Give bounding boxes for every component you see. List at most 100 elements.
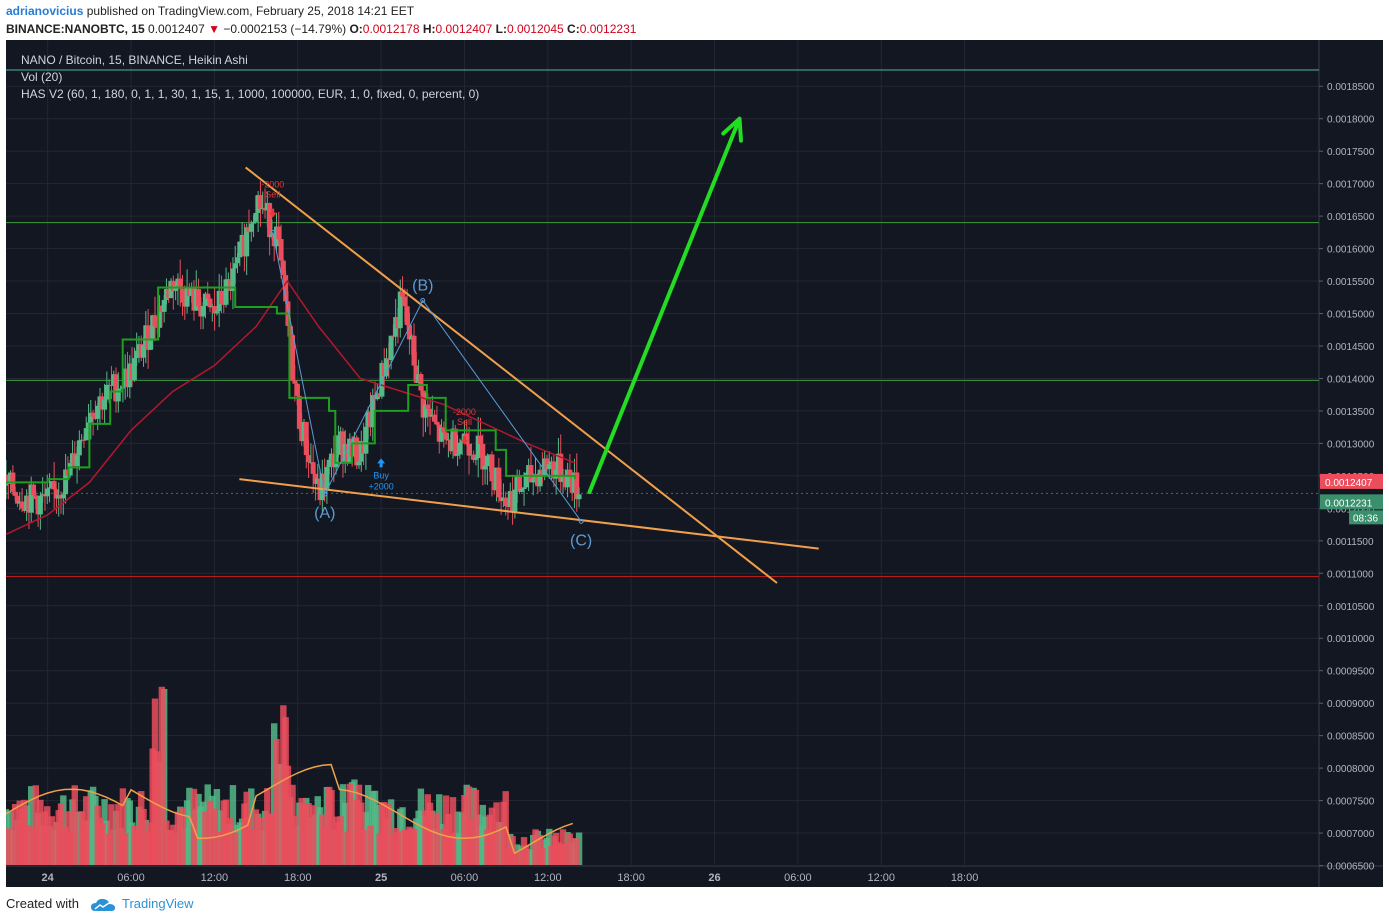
candle-body: [280, 260, 286, 276]
candle-body: [157, 305, 163, 328]
close-label-box: [1320, 494, 1383, 510]
price-label: 0.0012407: [1325, 478, 1373, 489]
volume-bar: [367, 825, 374, 865]
candle-body: [397, 291, 403, 329]
candle-body: [441, 427, 447, 433]
candle-body: [310, 462, 316, 474]
candle-body: [290, 335, 296, 381]
candle-body: [521, 487, 527, 490]
candle-body: [294, 383, 300, 396]
candle-body: [131, 358, 137, 380]
candle-body: [60, 494, 66, 499]
volume-bar: [174, 811, 182, 865]
close-label: 0.0012231: [1325, 498, 1373, 509]
volume-bar: [119, 788, 127, 865]
volume-bar: [566, 833, 574, 865]
volume-bar: [133, 830, 140, 865]
candle-body: [452, 428, 458, 456]
price-tick-label: 0.0007000: [1327, 829, 1375, 840]
candle-body: [434, 421, 440, 425]
time-tick-label: 18:00: [617, 872, 645, 884]
candle-body: [177, 278, 183, 289]
price-tick-label: 0.0009000: [1327, 699, 1375, 710]
candle-body: [230, 268, 236, 291]
volume-bar: [468, 818, 475, 865]
time-tick-label: 06:00: [451, 872, 479, 884]
volume-bar: [291, 816, 299, 865]
time-tick-label: 25: [375, 872, 387, 884]
buy-amount: +2000: [368, 481, 393, 491]
wave-label: (A): [314, 505, 335, 522]
tradingview-link[interactable]: TradingView: [122, 896, 194, 911]
candle-body: [147, 340, 153, 350]
volume-bar: [273, 738, 280, 865]
candle-body: [530, 479, 536, 483]
candle-body: [439, 427, 445, 442]
candle-body: [95, 405, 101, 419]
time-tick-label: 18:00: [951, 872, 979, 884]
candle-body: [475, 435, 481, 459]
wave-node: [270, 229, 276, 235]
volume-bar: [573, 838, 580, 865]
candle-body: [466, 444, 472, 456]
price-tick-label: 0.0010500: [1327, 602, 1375, 613]
volume-bar: [539, 848, 546, 865]
price-tick-label: 0.0017500: [1327, 147, 1375, 158]
price-tick-label: 0.0018000: [1327, 115, 1375, 126]
volume-bar: [245, 816, 253, 865]
candle-body: [519, 489, 525, 492]
candle-body: [28, 484, 34, 513]
author-link[interactable]: adrianovicius: [6, 4, 84, 18]
candle-body: [104, 384, 110, 400]
price-tick-label: 0.0013000: [1327, 439, 1375, 450]
time-tick-label: 24: [42, 872, 55, 884]
candle-body: [141, 345, 147, 358]
volume-bar: [360, 829, 367, 865]
volume-bar: [337, 816, 344, 865]
volume-bar: [48, 816, 56, 865]
price-tick-label: 0.0008000: [1327, 764, 1375, 775]
candle-body: [223, 279, 229, 305]
volume-bar: [309, 805, 317, 865]
candle-body: [379, 362, 385, 397]
volume-bar: [66, 831, 74, 865]
volume-bar: [562, 843, 569, 865]
candle-body: [200, 305, 206, 317]
candle-body: [253, 212, 259, 222]
candle-body: [455, 454, 461, 456]
candle-body: [388, 335, 394, 360]
sell-arrow-icon: [268, 208, 277, 218]
volume-bar: [99, 823, 106, 865]
candle-body: [425, 404, 431, 409]
volume-bar: [83, 796, 90, 865]
time-tick-label: 18:00: [284, 872, 312, 884]
volume-bar: [37, 799, 44, 865]
volume-bar: [394, 831, 402, 865]
time-tick-label: 12:00: [201, 872, 229, 884]
volume-bar: [493, 802, 500, 865]
candle-body: [512, 489, 518, 512]
buy-label: Buy: [373, 470, 389, 480]
candle-body: [196, 289, 202, 307]
candle-body: [205, 293, 211, 299]
candle-body: [464, 433, 470, 445]
candle-body: [19, 501, 25, 509]
candle-body: [402, 296, 408, 307]
elliott-wave-line: [272, 232, 582, 522]
candle-body: [544, 458, 550, 470]
candle-body: [326, 459, 332, 468]
candle-body: [102, 399, 108, 410]
volume-bar: [257, 817, 264, 865]
volume-bar: [268, 814, 276, 865]
candle-body: [63, 469, 69, 495]
price-tick-label: 0.0009500: [1327, 667, 1375, 678]
candle-body: [324, 467, 330, 489]
volume-bar: [215, 831, 223, 865]
chart-panel[interactable]: 0.0018500 0.0018000 0.0017500 0.0017000 0.00…: [2, 40, 1383, 887]
sell-label: Sell: [265, 190, 280, 200]
price-tick-label: 0.0015000: [1327, 310, 1375, 321]
volume-bar: [321, 826, 328, 865]
price-tick-label: 0.0014000: [1327, 374, 1375, 385]
price-chart[interactable]: 0.0018500 0.0018000 0.0017500 0.0017000 0.00…: [2, 40, 1383, 887]
candle-body: [74, 455, 80, 467]
